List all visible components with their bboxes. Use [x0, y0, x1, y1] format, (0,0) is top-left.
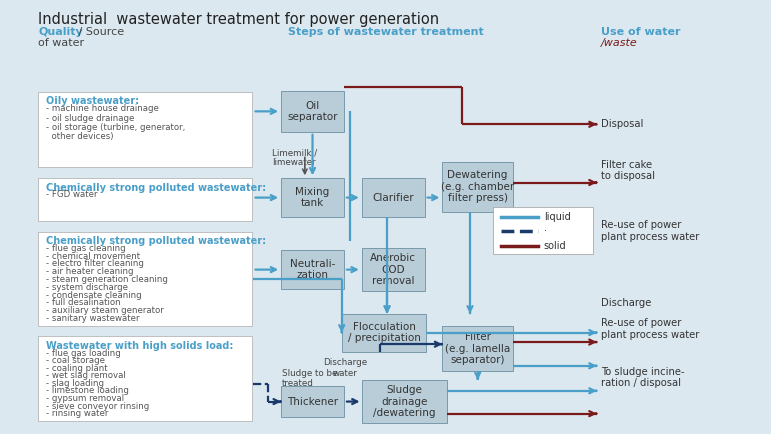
- FancyBboxPatch shape: [39, 232, 252, 326]
- Text: Oily wastewater:: Oily wastewater:: [46, 96, 139, 106]
- Text: solid: solid: [544, 241, 567, 251]
- Text: - FGD water: - FGD water: [46, 190, 97, 199]
- Text: - flue gas cleaning: - flue gas cleaning: [46, 244, 126, 253]
- Text: Dewatering
(e.g. chamber
filter press): Dewatering (e.g. chamber filter press): [441, 170, 514, 204]
- FancyBboxPatch shape: [362, 178, 425, 217]
- Text: Discharge
water: Discharge water: [324, 358, 368, 378]
- Text: - gypsum removal: - gypsum removal: [46, 394, 124, 403]
- Text: Thickener: Thickener: [287, 397, 338, 407]
- FancyBboxPatch shape: [281, 250, 344, 289]
- Text: - sieve conveyor rinsing: - sieve conveyor rinsing: [46, 401, 150, 411]
- Text: - oil sludge drainage: - oil sludge drainage: [46, 114, 134, 122]
- FancyBboxPatch shape: [281, 178, 344, 217]
- Text: liquid: liquid: [544, 211, 571, 222]
- Text: Quality: Quality: [39, 27, 83, 37]
- FancyBboxPatch shape: [362, 380, 447, 423]
- Text: Filter
(e.g. lamella
separator): Filter (e.g. lamella separator): [445, 332, 510, 365]
- Text: - full desalination: - full desalination: [46, 298, 120, 307]
- Text: - sanitary wastewater: - sanitary wastewater: [46, 314, 140, 323]
- Text: - system discharge: - system discharge: [46, 283, 128, 292]
- Text: Clarifier: Clarifier: [372, 193, 414, 203]
- Text: Steps of wastewater treatment: Steps of wastewater treatment: [288, 27, 483, 37]
- FancyBboxPatch shape: [39, 336, 252, 421]
- Text: Disposal: Disposal: [601, 119, 643, 129]
- Text: - air heater cleaning: - air heater cleaning: [46, 267, 133, 276]
- Text: of water: of water: [39, 38, 84, 48]
- Text: To sludge incine-
ration / disposal: To sludge incine- ration / disposal: [601, 367, 684, 388]
- Text: Limemilk /
limewater: Limemilk / limewater: [272, 148, 317, 168]
- Text: - rinsing water: - rinsing water: [46, 409, 108, 418]
- Text: - flue gas loading: - flue gas loading: [46, 349, 121, 358]
- Text: - condensate cleaning: - condensate cleaning: [46, 290, 142, 299]
- Text: Sludge
drainage
/dewatering: Sludge drainage /dewatering: [373, 385, 436, 418]
- Text: - limestone loading: - limestone loading: [46, 386, 129, 395]
- FancyBboxPatch shape: [281, 91, 344, 132]
- FancyBboxPatch shape: [26, 6, 762, 427]
- Text: Industrial  wastewater treatment for power generation: Industrial wastewater treatment for powe…: [39, 12, 439, 27]
- Text: Chemically strong polluted wastewater:: Chemically strong polluted wastewater:: [46, 236, 266, 246]
- FancyBboxPatch shape: [493, 207, 593, 253]
- Text: Sludge to be
treated: Sludge to be treated: [281, 369, 337, 388]
- FancyBboxPatch shape: [443, 162, 513, 212]
- Text: - coal storage: - coal storage: [46, 356, 105, 365]
- Text: other devices): other devices): [46, 132, 113, 141]
- FancyBboxPatch shape: [39, 178, 252, 221]
- Text: - machine house drainage: - machine house drainage: [46, 104, 159, 113]
- FancyBboxPatch shape: [443, 326, 513, 371]
- Text: Anerobic
COD
removal: Anerobic COD removal: [370, 253, 416, 286]
- FancyBboxPatch shape: [362, 248, 425, 291]
- Text: Discharge: Discharge: [601, 298, 651, 308]
- Text: - chemical movement: - chemical movement: [46, 252, 140, 260]
- Text: - auxiliary steam generator: - auxiliary steam generator: [46, 306, 163, 315]
- Text: - electro filter cleaning: - electro filter cleaning: [46, 260, 144, 268]
- Text: - steam generation cleaning: - steam generation cleaning: [46, 275, 168, 284]
- Text: Neutrali-
zation: Neutrali- zation: [290, 259, 335, 280]
- Text: - coaling plant: - coaling plant: [46, 364, 108, 373]
- Text: Mixing
tank: Mixing tank: [295, 187, 330, 208]
- Text: /waste: /waste: [601, 38, 638, 48]
- Text: - oil storage (turbine, generator,: - oil storage (turbine, generator,: [46, 123, 185, 132]
- Text: Chemically strong polluted wastewater:: Chemically strong polluted wastewater:: [46, 183, 266, 193]
- Text: - slag loading: - slag loading: [46, 379, 104, 388]
- Text: Wastewater with high solids load:: Wastewater with high solids load:: [46, 341, 234, 351]
- Text: Re-use of power
plant process water: Re-use of power plant process water: [601, 220, 699, 242]
- Text: Re-use of power
plant process water: Re-use of power plant process water: [601, 318, 699, 340]
- Text: / Source: / Source: [75, 27, 124, 37]
- Text: Flocculation
/ precipitation: Flocculation / precipitation: [348, 322, 420, 343]
- Text: - wet slag removal: - wet slag removal: [46, 371, 126, 380]
- FancyBboxPatch shape: [342, 314, 426, 352]
- Text: ·: ·: [544, 226, 547, 236]
- Text: Oil
separator: Oil separator: [288, 101, 338, 122]
- Text: Filter cake
to disposal: Filter cake to disposal: [601, 160, 655, 181]
- Text: Use of water: Use of water: [601, 27, 680, 37]
- FancyBboxPatch shape: [281, 386, 344, 417]
- FancyBboxPatch shape: [39, 92, 252, 168]
